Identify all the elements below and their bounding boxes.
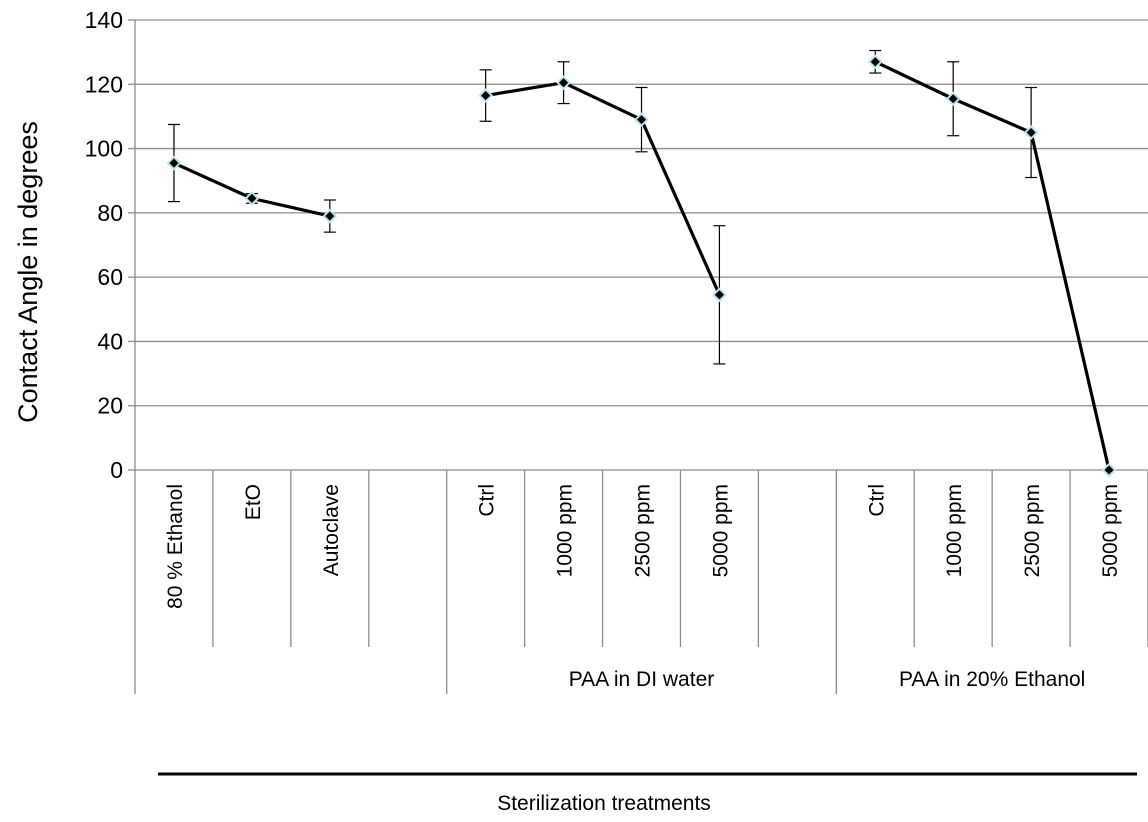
category-axis: 80 % Ethanol EtO Autoclave Ctrl 1000 ppm 2500… [134,470,1148,694]
series-segment [173,161,331,218]
x-axis-label: Sterilization treatments [497,792,711,815]
data-point-marker [634,112,649,128]
y-tick-label: 0 [110,457,123,483]
group-label: PAA in DI water [569,668,715,691]
category-label: 1000 ppm [554,484,577,577]
y-tick-label: 80 [97,200,123,226]
series-segment [874,60,1111,471]
group-label: PAA in 20% Ethanol [899,668,1085,691]
y-tick-label: 40 [97,328,123,354]
category-label: 2500 ppm [632,484,655,577]
data-point-marker [322,208,338,224]
category-label: 1000 ppm [943,484,966,577]
data-point-marker [478,88,494,103]
gridlines [128,19,1148,471]
category-label: 80 % Ethanol [164,484,187,609]
category-label: EtO [242,484,265,520]
category-label: Autoclave [320,484,343,576]
category-label: Ctrl [476,484,499,517]
y-tick-label: 120 [85,71,123,97]
data-point-marker [945,91,961,107]
category-label: 5000 ppm [709,484,732,577]
y-tick-labels: 0 20 40 60 80 100 120 140 [85,7,123,483]
data-point-marker [166,155,182,171]
data-point-marker [1023,125,1039,140]
series-line [166,49,1117,478]
data-point-marker [867,54,883,70]
y-tick-label: 20 [97,393,123,419]
data-point-marker [1101,462,1117,478]
category-label: 2500 ppm [1021,484,1044,577]
y-tick-label: 100 [85,136,123,162]
data-point-marker [244,190,260,206]
category-label: Ctrl [865,484,888,517]
data-point-marker [556,75,571,91]
category-label: 5000 ppm [1099,484,1122,577]
y-tick-label: 60 [97,264,123,290]
y-tick-label: 140 [85,7,123,33]
data-point-marker [712,287,727,303]
series-segment [485,81,721,296]
y-axis-label: Contact Angle in degrees [13,121,43,423]
